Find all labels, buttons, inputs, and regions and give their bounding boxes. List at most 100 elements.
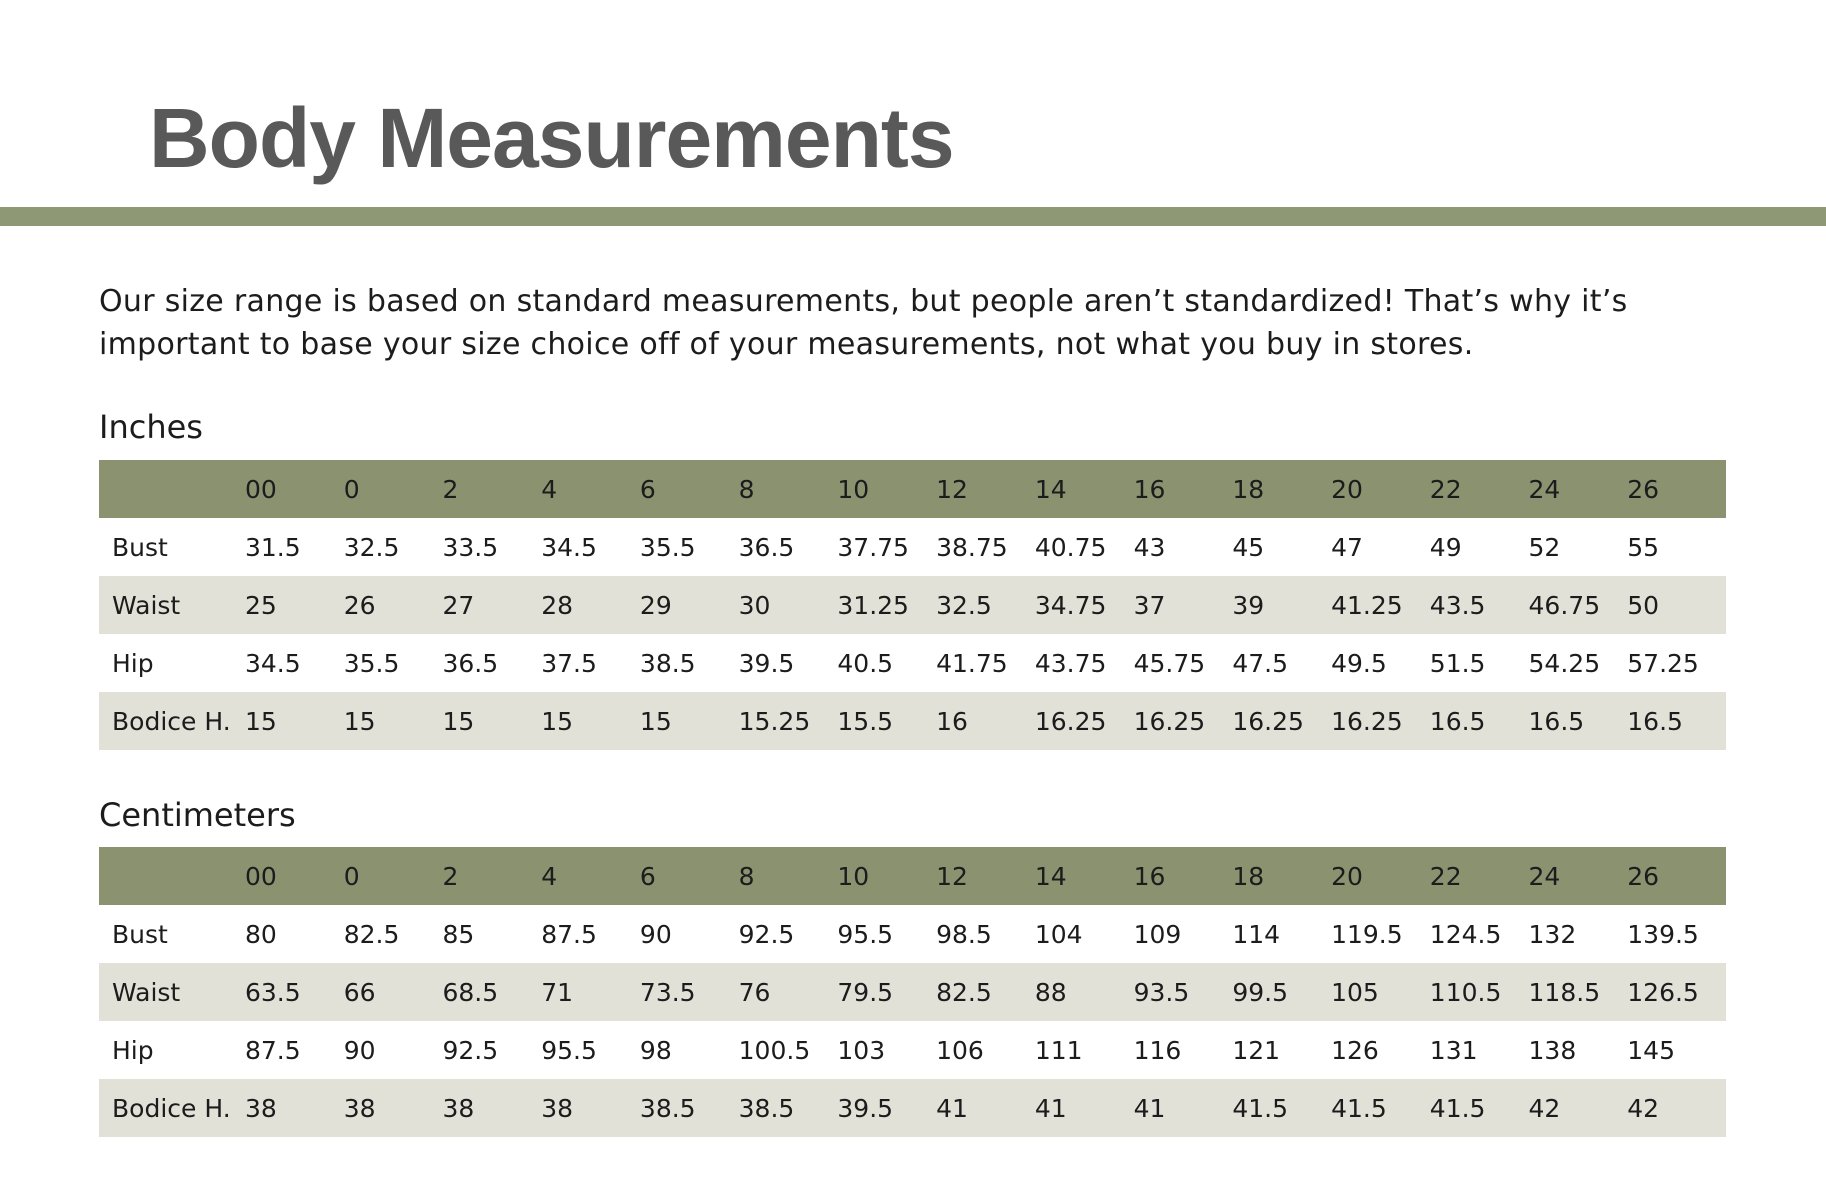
measurement: 16.25	[1331, 706, 1403, 736]
size-header: 10	[837, 474, 870, 504]
measurement: 90	[343, 1035, 376, 1065]
size-header: 00	[245, 474, 277, 504]
size-header: 6	[639, 861, 656, 891]
measurement: 47.5	[1232, 648, 1288, 678]
measurement: 32.5	[343, 532, 400, 562]
measurement: 138	[1528, 1035, 1577, 1065]
size-header: 8	[738, 861, 755, 891]
measurement: 82.5	[343, 919, 400, 949]
measurement: 16.25	[1034, 706, 1107, 736]
measurement: 30	[738, 590, 771, 620]
row-label: Waist	[112, 590, 181, 620]
data-row: Hip 87.5 90 92.5 95.5 98 100.5 103 106 111 116 121 1…	[99, 1021, 1726, 1079]
measurement: 92.5	[738, 919, 795, 949]
measurement: 38.5	[738, 1093, 795, 1123]
measurement: 85	[442, 919, 475, 949]
data-row: Bust 31.5 32.5 33.5 34.5 35.5 36.5 37.75 38.75 40…	[99, 518, 1726, 576]
measurement: 40.5	[837, 648, 894, 678]
size-header: 2	[442, 474, 459, 504]
data-row: Bodice H. 15 15 15 15 15 15.25 15.5 16 16.25 16.25…	[99, 692, 1726, 750]
measurement: 38	[343, 1093, 376, 1123]
measurement: 41	[1034, 1093, 1067, 1123]
measurement: 98.5	[936, 919, 992, 949]
measurement: 31.5	[245, 532, 301, 562]
measurement: 15	[343, 706, 376, 736]
measurement: 15	[541, 706, 573, 736]
measurement: 47	[1331, 532, 1363, 562]
data-row: Bodice H. 38 38 38 38 38.5 38.5 39.5 41 41 41 41.5 4…	[99, 1079, 1726, 1137]
measurement: 131	[1429, 1035, 1478, 1065]
measurement: 95.5	[541, 1035, 597, 1065]
measurement: 41	[1133, 1093, 1166, 1123]
size-header: 2	[442, 861, 459, 891]
measurement: 49.5	[1331, 648, 1387, 678]
measurement: 39	[1232, 590, 1265, 620]
measurement: 31.25	[837, 590, 909, 620]
measurement: 118.5	[1528, 977, 1601, 1007]
measurement: 87.5	[245, 1035, 301, 1065]
intro-text: Our size range is based on standard meas…	[99, 284, 1628, 362]
size-header: 14	[1034, 861, 1067, 891]
measurement: 15	[639, 706, 672, 736]
measurement: 66	[343, 977, 376, 1007]
size-table: 00 0 2 4 6 8 10 12 14 16 18 20 22 24 26 Bust 80 82.5 85 87.…	[99, 847, 1726, 1137]
measurement: 71	[541, 977, 573, 1007]
title: Body Measurements	[149, 91, 955, 185]
size-header: 22	[1429, 861, 1462, 891]
measurement: 16.5	[1627, 706, 1683, 736]
measurement: 50	[1627, 590, 1660, 620]
measurement: 51.5	[1429, 648, 1486, 678]
measurement: 43.5	[1429, 590, 1486, 620]
size-header: 14	[1034, 474, 1067, 504]
measurement: 93.5	[1133, 977, 1190, 1007]
measurement: 41.5	[1429, 1093, 1486, 1123]
measurement: 41.5	[1232, 1093, 1288, 1123]
measurement: 55	[1627, 532, 1660, 562]
measurement: 54.25	[1528, 648, 1601, 678]
measurement: 33.5	[442, 532, 499, 562]
measurement: 36.5	[738, 532, 795, 562]
size-header: 26	[1627, 861, 1660, 891]
size-header: 18	[1232, 861, 1265, 891]
measurement: 35.5	[343, 648, 400, 678]
size-header: 4	[541, 474, 558, 504]
measurement: 45	[1232, 532, 1265, 562]
measurement: 41	[936, 1093, 968, 1123]
measurement: 41.5	[1331, 1093, 1387, 1123]
measurement: 41.75	[936, 648, 1008, 678]
measurement: 16.25	[1133, 706, 1206, 736]
measurement: 37	[1133, 590, 1166, 620]
measurement: 16.5	[1528, 706, 1585, 736]
measurement: 139.5	[1627, 919, 1699, 949]
measurement: 95.5	[837, 919, 894, 949]
size-header: 12	[936, 474, 968, 504]
size-header: 12	[936, 861, 968, 891]
size-header: 24	[1528, 474, 1561, 504]
size-header: 0	[343, 861, 360, 891]
measurement: 106	[936, 1035, 984, 1065]
measurement: 68.5	[442, 977, 499, 1007]
row-label: Bodice H.	[112, 1093, 231, 1123]
measurement: 16.5	[1429, 706, 1486, 736]
measurement: 35.5	[639, 532, 696, 562]
measurement: 92.5	[442, 1035, 499, 1065]
measurement: 16.25	[1232, 706, 1304, 736]
measurement: 87.5	[541, 919, 597, 949]
size-header: 20	[1331, 474, 1363, 504]
measurement: 42	[1627, 1093, 1660, 1123]
measurement: 28	[541, 590, 573, 620]
size-header: 20	[1331, 861, 1363, 891]
measurement: 111	[1034, 1035, 1083, 1065]
size-header: 18	[1232, 474, 1265, 504]
measurement: 49	[1429, 532, 1462, 562]
size-header: 16	[1133, 474, 1166, 504]
measurement: 37.5	[541, 648, 597, 678]
size-header: 22	[1429, 474, 1462, 504]
measurement: 109	[1133, 919, 1182, 949]
measurement: 132	[1528, 919, 1577, 949]
size-header: 4	[541, 861, 558, 891]
size-header: 26	[1627, 474, 1660, 504]
measurement: 79.5	[837, 977, 894, 1007]
measurement: 29	[639, 590, 672, 620]
